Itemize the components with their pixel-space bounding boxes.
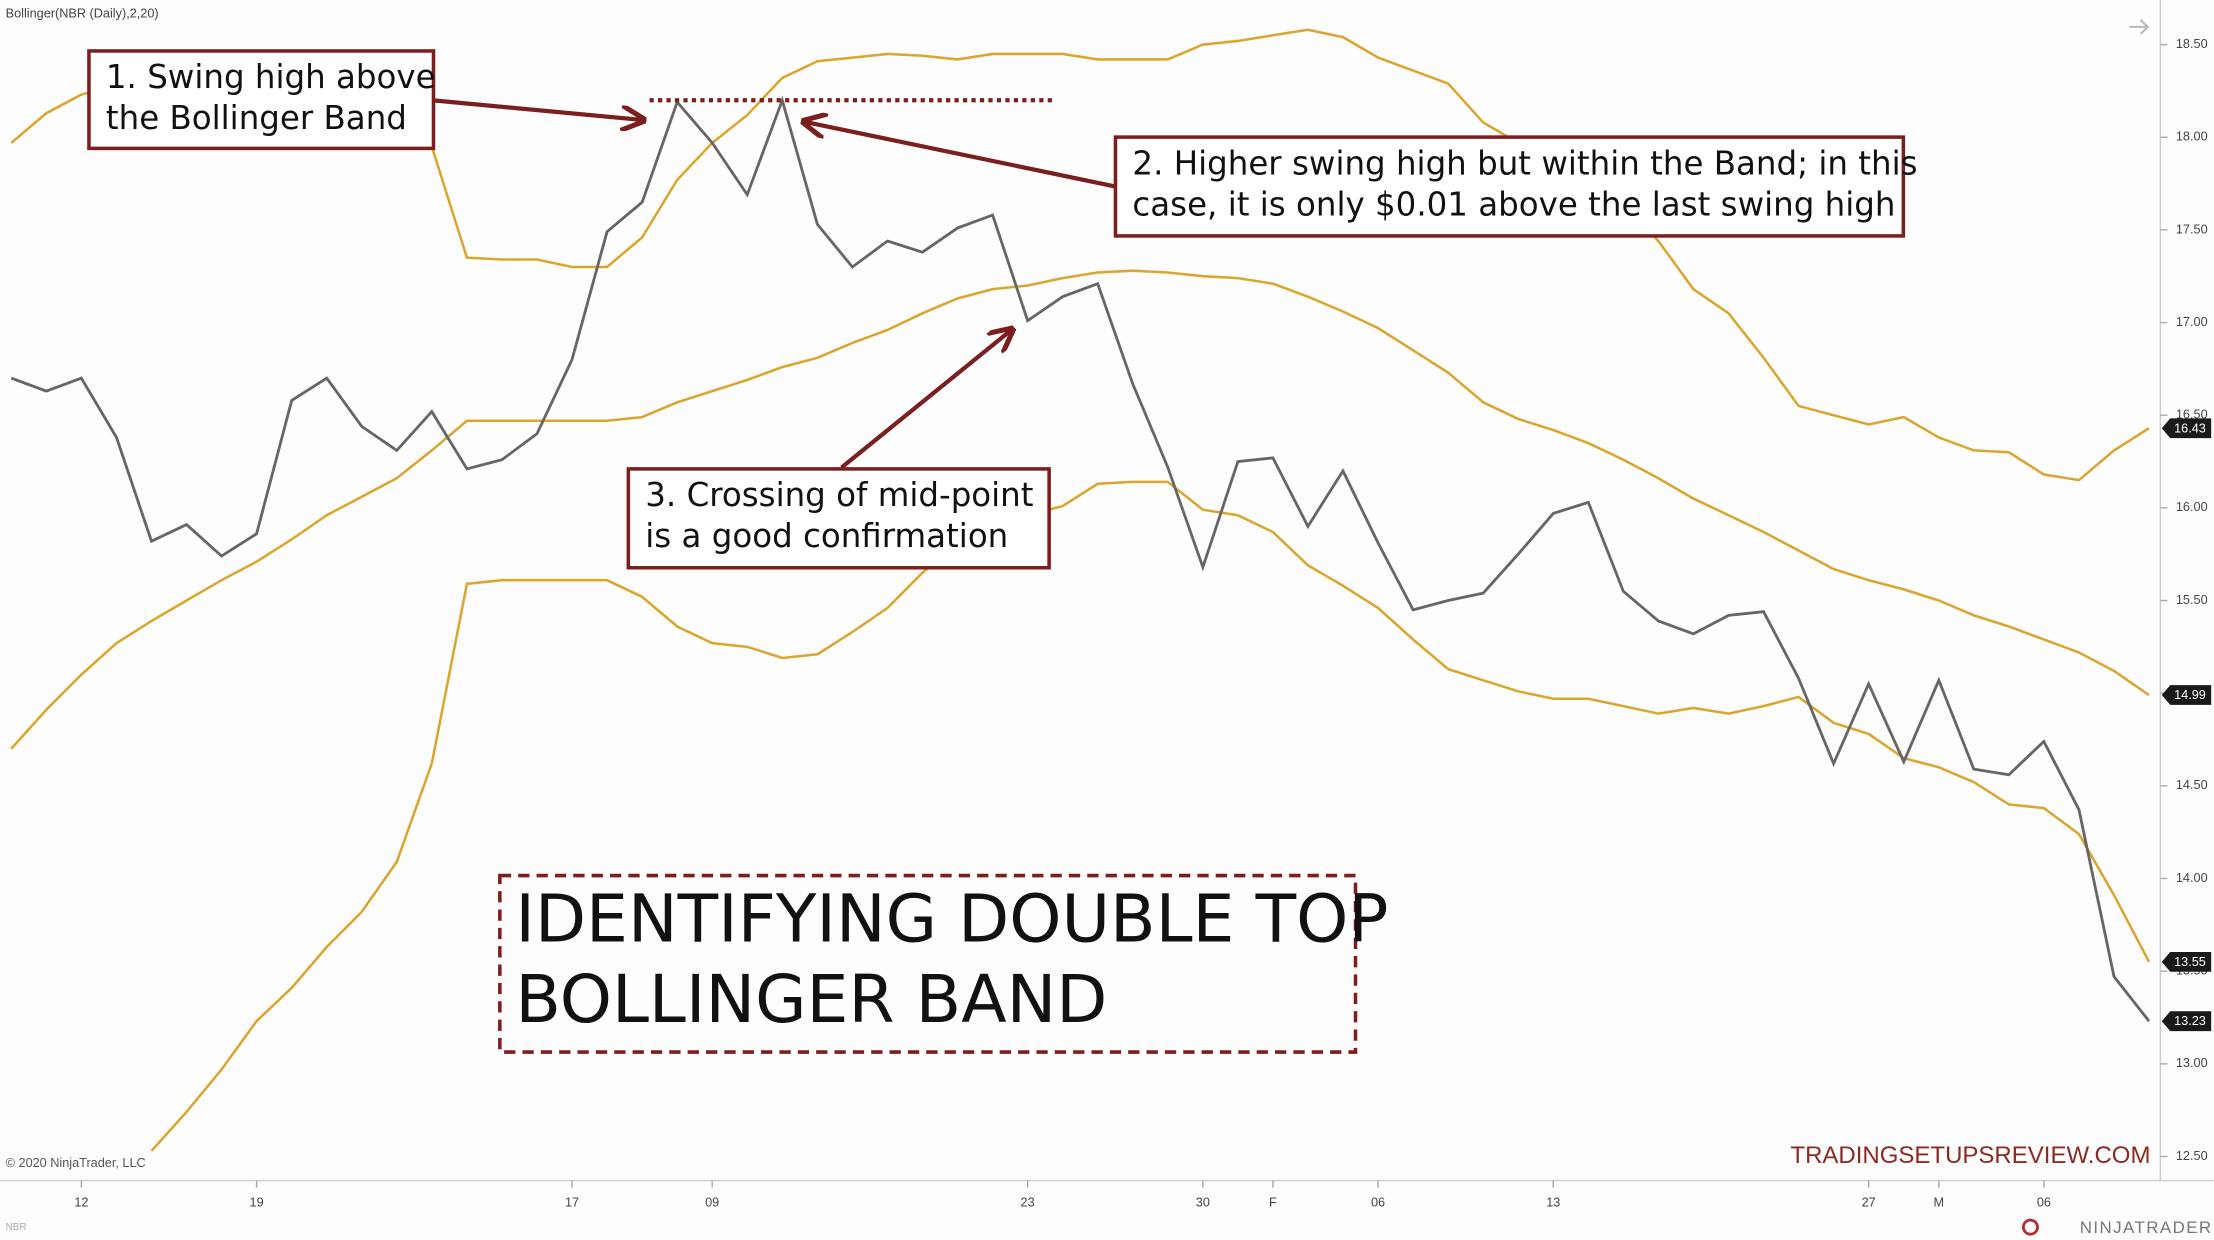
- last-value-label: 14.99: [2174, 688, 2206, 702]
- y-tick-label: 13.00: [2176, 1056, 2208, 1070]
- y-tick-label: 15.50: [2176, 593, 2208, 607]
- annotation-text: the Bollinger Band: [106, 99, 407, 137]
- y-tick-label: 14.50: [2176, 778, 2208, 792]
- annotation-text: 3. Crossing of mid-point: [645, 476, 1033, 514]
- annotation-arrow: [840, 329, 1013, 470]
- annotation-box: [1113, 135, 1906, 238]
- last-value-badge: [2161, 418, 2212, 439]
- instrument: NBR: [6, 1222, 27, 1233]
- last-value-label: 16.43: [2174, 421, 2206, 435]
- x-tick-label: 13: [1546, 1196, 1560, 1210]
- band-line: [150, 480, 2151, 1152]
- last-value-badge: [2161, 1011, 2212, 1032]
- x-tick-label: 17: [565, 1196, 579, 1210]
- last-value-badge: [2161, 685, 2212, 705]
- annotation-text: case, it is only $0.01 above the last sw…: [1132, 185, 1895, 223]
- y-tick-label: 18.50: [2176, 37, 2208, 51]
- x-tick-label: 09: [705, 1196, 719, 1210]
- band-line: [10, 269, 2150, 750]
- x-tick-label: 23: [1021, 1196, 1035, 1210]
- x-tick-label: M: [1933, 1196, 1944, 1210]
- y-tick-label: 17.00: [2176, 315, 2208, 329]
- annotation-arrow: [433, 98, 643, 120]
- brand: NINJATRADER: [2080, 1218, 2213, 1237]
- last-value-badge: [2161, 952, 2212, 972]
- annotation-box: [626, 467, 1051, 570]
- x-tick-label: 30: [1196, 1196, 1210, 1210]
- x-tick-label: 06: [2037, 1196, 2051, 1210]
- indicator-label: Bollinger(NBR (Daily),2,20): [6, 7, 159, 21]
- x-tick-label: 12: [74, 1196, 88, 1210]
- y-tick-label: 16.50: [2176, 408, 2208, 422]
- x-tick-label: F: [1269, 1196, 1277, 1210]
- y-tick-label: 14.00: [2176, 871, 2208, 885]
- y-tick-label: 12.50: [2176, 1149, 2208, 1163]
- annotation-text: 1. Swing high above: [106, 58, 436, 96]
- y-tick-label: 18.00: [2176, 130, 2208, 144]
- annotation-arrow: [803, 122, 1116, 189]
- x-tick-label: 19: [250, 1196, 264, 1210]
- y-tick-label: 17.50: [2176, 222, 2208, 236]
- x-tick-label: 27: [1862, 1196, 1876, 1210]
- title-box: [498, 873, 1358, 1054]
- nav-arrow-icon: [2129, 19, 2150, 35]
- chart-title: IDENTIFYING DOUBLE TOP: [515, 880, 1388, 958]
- overlay: 12.5013.0013.5014.0014.5015.0015.5016.00…: [6, 7, 2213, 1237]
- y-tick-label: 16.00: [2176, 500, 2208, 514]
- copyright: © 2020 NinjaTrader, LLC: [6, 1156, 146, 1170]
- annotation-text: is a good confirmation: [645, 517, 1008, 555]
- watermark: TRADINGSETUPSREVIEW.COM: [1790, 1142, 2150, 1169]
- last-value-label: 13.23: [2174, 1014, 2206, 1028]
- annotation-box: [87, 49, 436, 151]
- price-line: [10, 95, 2151, 1023]
- annotation-text: 2. Higher swing high but within the Band…: [1132, 144, 1917, 182]
- x-tick-label: 06: [1371, 1196, 1385, 1210]
- last-value-label: 13.55: [2174, 955, 2206, 969]
- chart-title: BOLLINGER BAND: [515, 960, 1107, 1038]
- brand-logo: [2021, 1218, 2039, 1236]
